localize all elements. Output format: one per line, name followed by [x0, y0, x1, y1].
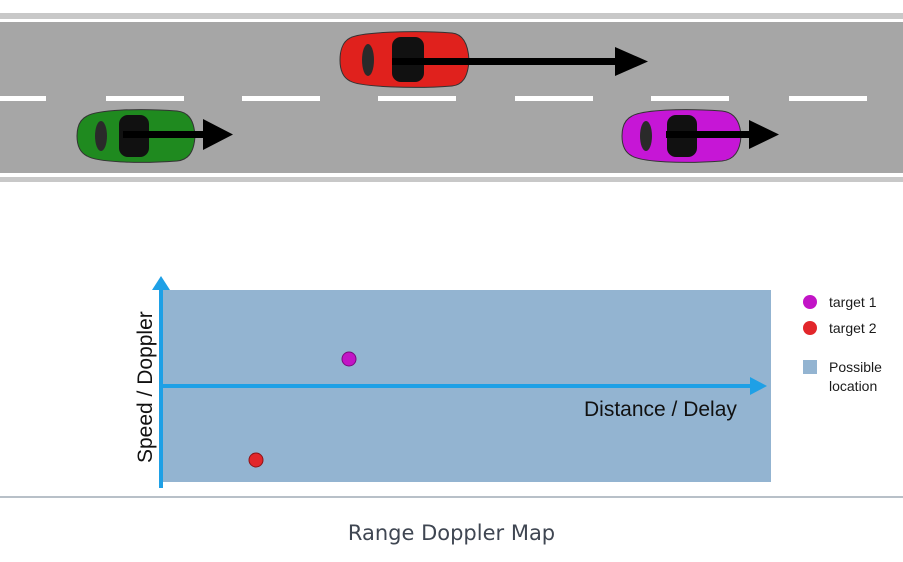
y-axis-label: Speed / Doppler [134, 311, 157, 463]
legend-target-2-label: target 2 [829, 320, 877, 336]
legend-target-2-marker [803, 321, 817, 335]
x-axis [161, 377, 767, 395]
velocity-arrows [123, 47, 779, 150]
figure-caption: Range Doppler Map [347, 521, 556, 545]
legend-possible-location-label: Possible location [829, 359, 882, 394]
green-car-velocity-arrow [123, 119, 233, 150]
legend-possible-location-swatch [803, 360, 817, 374]
divider [0, 496, 903, 498]
range-doppler-map [152, 276, 771, 488]
magenta-car-velocity-arrow [666, 120, 779, 149]
lane-dashes [0, 96, 867, 101]
target-2-marker [248, 452, 264, 468]
x-axis-label: Distance / Delay [584, 398, 737, 421]
red-car-velocity-arrow [392, 47, 648, 76]
legend-markers [803, 295, 817, 374]
legend-target-1-marker [803, 295, 817, 309]
target-1-marker [341, 351, 357, 367]
legend-target-1-label: target 1 [829, 294, 877, 310]
